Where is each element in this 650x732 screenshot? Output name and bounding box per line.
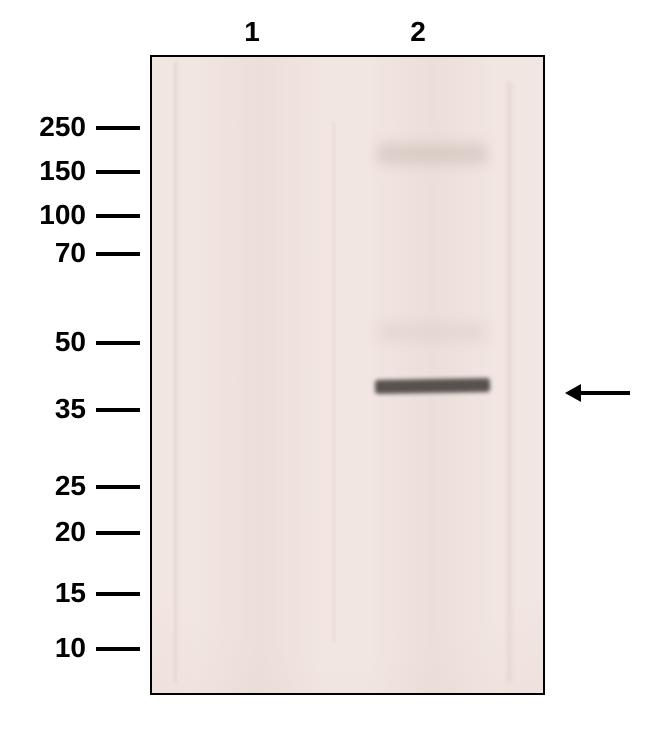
- figure-container: 12 25015010070503525201510: [0, 0, 650, 732]
- arrow-shaft: [579, 391, 630, 395]
- arrow-head-icon: [565, 384, 581, 402]
- band-indicator-arrow: [0, 0, 650, 732]
